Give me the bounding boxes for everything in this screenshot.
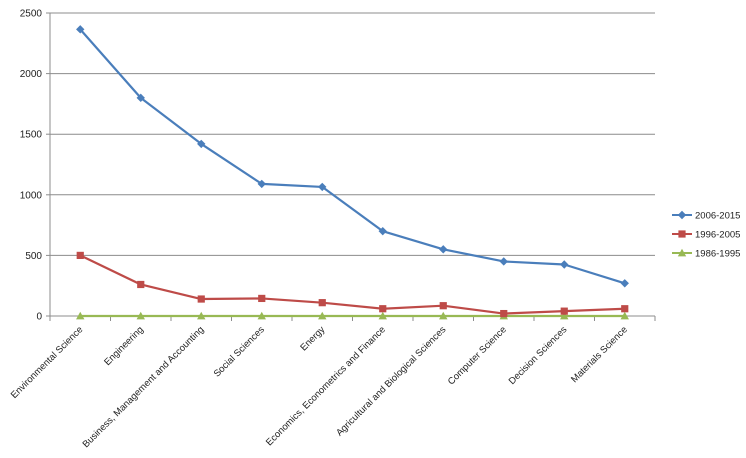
data-point	[620, 311, 629, 320]
data-point	[318, 182, 327, 192]
x-tick-label: Engineering	[102, 324, 146, 368]
x-tick-label: Energy	[298, 324, 327, 353]
data-point	[76, 251, 84, 259]
data-point	[136, 311, 145, 320]
legend-swatch-marker	[677, 248, 687, 257]
series-1986-1995	[76, 311, 629, 320]
data-point	[318, 311, 327, 320]
data-point	[76, 25, 85, 34]
data-point	[499, 257, 508, 266]
data-point	[136, 93, 145, 103]
y-tick-label: 2000	[20, 69, 43, 80]
legend-label: 1996-2005	[695, 230, 740, 241]
data-point	[439, 302, 447, 310]
series-1996-2005	[76, 251, 629, 318]
x-tick-label: Computer Science	[446, 324, 509, 387]
data-point	[318, 299, 326, 307]
y-tick-label: 0	[36, 312, 42, 323]
gridlines	[50, 12, 655, 256]
data-point	[378, 226, 387, 236]
legend-swatch-marker	[678, 230, 686, 238]
data-point	[620, 279, 629, 288]
series-line	[79, 28, 626, 285]
legend-item: 1996-2005	[672, 230, 740, 241]
x-tick-label: Materials Science	[569, 324, 630, 385]
x-tick-label: Agricultural and Biological Sciences	[334, 324, 448, 438]
x-axis: Environmental Science EngineeringBusiness…	[9, 315, 656, 450]
data-point	[560, 311, 569, 320]
legend-label: 2006-2015	[695, 211, 740, 222]
legend-swatch-marker	[677, 210, 687, 220]
data-point	[197, 295, 205, 303]
plot-area	[76, 25, 629, 320]
y-tick-label: 1000	[20, 190, 43, 201]
data-point	[197, 139, 206, 149]
data-point	[500, 309, 508, 318]
legend-item: 1986-1995	[672, 249, 740, 260]
legend-label: 1986-1995	[695, 249, 740, 260]
y-tick-label: 2500	[20, 9, 43, 20]
data-point	[379, 305, 387, 313]
data-point	[258, 294, 266, 303]
x-tick-label: Social Sciences	[212, 324, 267, 379]
x-tick-label: Environmental Science	[9, 324, 85, 400]
y-tick-label: 500	[25, 251, 42, 262]
data-point	[257, 179, 266, 189]
x-tick-label: Economics, Econometrics and Finance	[264, 324, 388, 448]
y-axis: 0 500 1000 1500 2000 2500	[20, 9, 51, 323]
x-tick-label: Business, Management and Accounting	[81, 324, 207, 450]
y-tick-label: 1500	[20, 130, 43, 141]
data-point	[137, 280, 145, 289]
data-point	[378, 311, 387, 320]
data-point	[439, 311, 448, 320]
data-point	[439, 245, 448, 254]
series-2006-2015	[76, 25, 629, 288]
legend: 2006-2015 1996-2005 1986-1995	[672, 211, 740, 260]
data-point	[560, 307, 568, 315]
data-point	[257, 311, 266, 320]
data-point	[621, 305, 629, 313]
series-line	[79, 254, 625, 315]
data-point	[197, 311, 206, 320]
x-tick-label: Decision Sciences	[507, 324, 570, 387]
data-point	[560, 260, 569, 269]
legend-item: 2006-2015	[672, 211, 740, 222]
data-point	[76, 311, 85, 320]
